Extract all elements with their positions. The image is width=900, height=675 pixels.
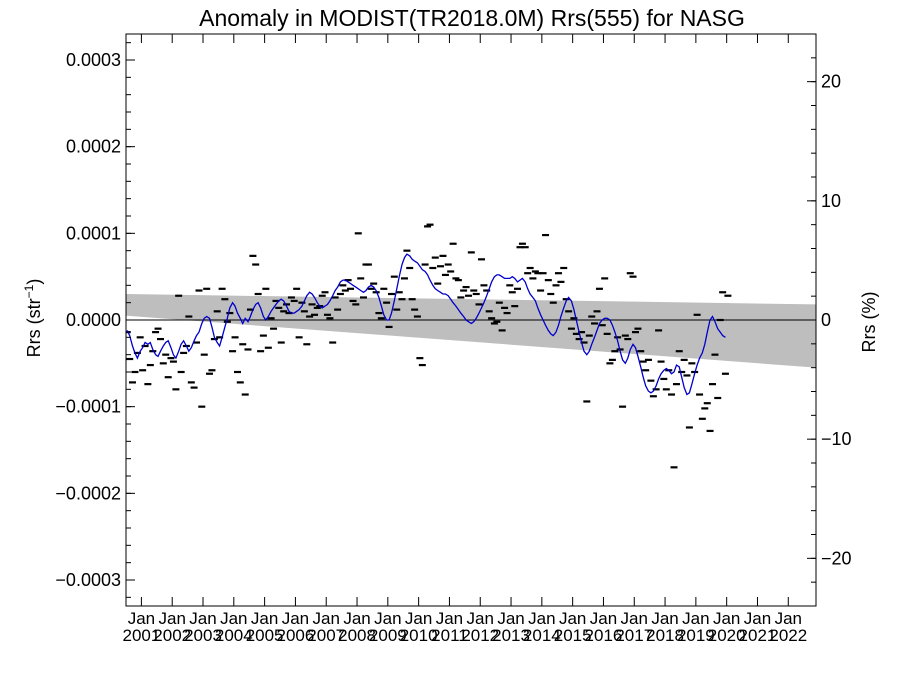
right-tick-label: 10: [821, 191, 841, 211]
x-tick-month-label: Jan: [621, 609, 648, 628]
x-tick-month-label: Jan: [559, 609, 586, 628]
x-tick-month-label: Jan: [220, 609, 247, 628]
x-tick-year-label: 2017: [615, 626, 653, 645]
left-tick-label: −0.0002: [55, 483, 121, 503]
left-tick-label: −0.0001: [55, 397, 121, 417]
x-tick-month-label: Jan: [405, 609, 432, 628]
x-tick-year-label: 2011: [431, 626, 468, 645]
x-tick-year-label: 2007: [307, 626, 345, 645]
x-tick-year-label: 2001: [122, 626, 160, 645]
x-tick-year-label: 2018: [646, 626, 684, 645]
x-tick-year-label: 2006: [277, 626, 315, 645]
x-tick-month-label: Jan: [528, 609, 555, 628]
x-tick-month-label: Jan: [343, 609, 370, 628]
x-tick-month-label: Jan: [497, 609, 524, 628]
x-tick-year-label: 2004: [215, 626, 253, 645]
x-tick-month-label: Jan: [682, 609, 709, 628]
x-tick-year-label: 2009: [369, 626, 407, 645]
x-tick-year-label: 2012: [461, 626, 499, 645]
x-tick-year-label: 2014: [523, 626, 561, 645]
right-tick-label: 0: [821, 310, 831, 330]
x-tick-month-label: Jan: [251, 609, 278, 628]
x-tick-year-label: 2015: [554, 626, 592, 645]
x-tick-month-label: Jan: [590, 609, 617, 628]
x-tick-year-label: 2020: [708, 626, 746, 645]
uncertainty-band: [126, 294, 816, 368]
left-tick-label: 0.0003: [66, 50, 121, 70]
left-axis-label-close: ): [24, 279, 44, 285]
right-axis-label: Rrs (%): [859, 292, 879, 353]
x-tick-month-label: Jan: [467, 609, 494, 628]
x-tick-year-label: 2016: [585, 626, 623, 645]
right-tick-label: −20: [821, 548, 852, 568]
x-tick-year-label: 2013: [492, 626, 530, 645]
x-tick-month-label: Jan: [775, 609, 802, 628]
x-tick-month-label: Jan: [128, 609, 155, 628]
left-axis-label: Rrs (str−1): [22, 279, 44, 358]
x-tick-year-label: 2021: [739, 626, 777, 645]
x-axis-ticks: Jan2001Jan2002Jan2003Jan2004Jan2005Jan20…: [122, 34, 807, 645]
x-tick-year-label: 2005: [246, 626, 284, 645]
left-tick-label: −0.0003: [55, 570, 121, 590]
x-tick-month-label: Jan: [313, 609, 340, 628]
x-tick-year-label: 2019: [677, 626, 715, 645]
x-tick-year-label: 2002: [153, 626, 191, 645]
left-tick-label: 0.0002: [66, 137, 121, 157]
left-axis-label-superscript: −1: [22, 284, 36, 298]
x-tick-year-label: 2003: [184, 626, 222, 645]
x-tick-month-label: Jan: [374, 609, 401, 628]
x-tick-year-label: 2008: [338, 626, 376, 645]
left-axis-label-main: Rrs (str: [24, 298, 44, 357]
x-tick-month-label: Jan: [282, 609, 309, 628]
running-mean-line: [126, 253, 726, 396]
x-tick-month-label: Jan: [744, 609, 771, 628]
x-tick-month-label: Jan: [436, 609, 463, 628]
uncertainty-band-layer: [126, 294, 816, 368]
left-tick-label: 0.0000: [66, 310, 121, 330]
x-tick-year-label: 2022: [769, 626, 807, 645]
x-tick-year-label: 2010: [400, 626, 438, 645]
left-tick-label: 0.0001: [66, 223, 121, 243]
right-tick-label: 20: [821, 72, 841, 92]
right-tick-label: −10: [821, 429, 852, 449]
left-axis-ticks: 0.0003 0.0002 0.0001 0.0000 −0.0001 −0.0002 −0…: [55, 42, 135, 598]
right-axis-ticks: 20 10 0 −10 −20: [807, 33, 852, 607]
x-tick-month-label: Jan: [158, 609, 185, 628]
x-tick-month-label: Jan: [189, 609, 216, 628]
x-tick-month-label: Jan: [713, 609, 740, 628]
chart-title: Anomaly in MODIST(TR2018.0M) Rrs(555) fo…: [199, 5, 745, 31]
running-mean-layer: [126, 253, 726, 396]
x-tick-month-label: Jan: [651, 609, 678, 628]
